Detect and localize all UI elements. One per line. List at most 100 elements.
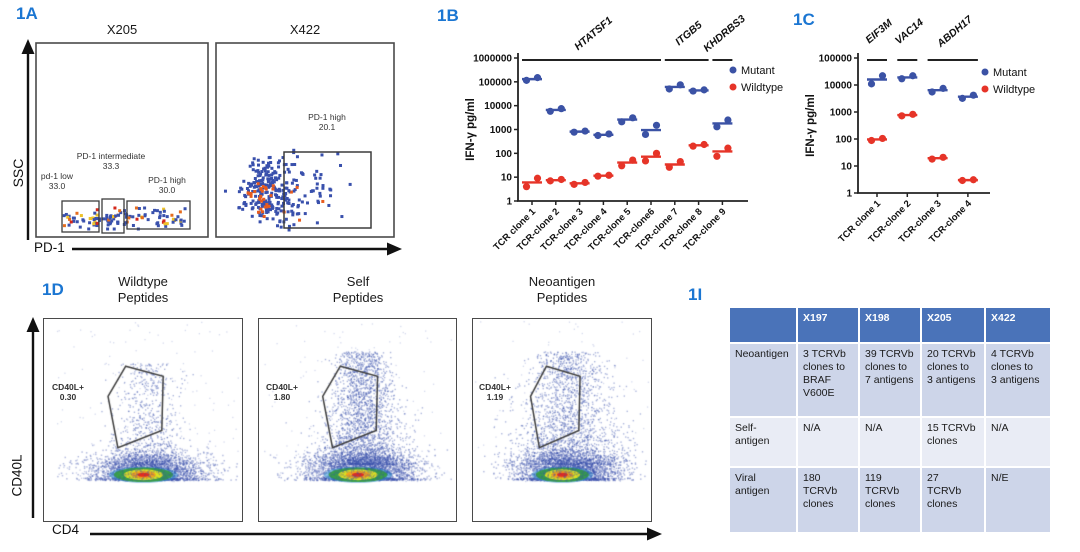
- event-dot: [102, 217, 106, 221]
- event-dot: [265, 205, 269, 209]
- data-point: [676, 81, 684, 89]
- event-dot: [261, 185, 265, 189]
- data-point: [557, 105, 565, 113]
- table-cell: 119 TCRVb clones: [860, 468, 920, 532]
- event-dot: [261, 182, 265, 186]
- event-dot: [252, 181, 256, 185]
- y-tick-label: 1: [846, 189, 852, 200]
- event-dot: [263, 169, 267, 173]
- flow-density-cloud: [44, 319, 241, 520]
- panel-1d: 1D Wildtype Peptides Self Peptides Neoan…: [0, 270, 680, 552]
- y-axis-label-cd40l: CD40L: [9, 454, 25, 497]
- x422-plot-frame: [215, 42, 395, 238]
- event-dot: [124, 221, 128, 225]
- event-dot: [271, 178, 275, 182]
- event-dot: [75, 211, 79, 215]
- table-column-header: X422: [986, 308, 1050, 342]
- gate-name: pd-1 low: [40, 171, 74, 181]
- event-dot: [244, 203, 248, 207]
- event-dot: [295, 185, 299, 189]
- event-dot: [251, 168, 255, 172]
- event-dot: [156, 224, 160, 228]
- event-dot: [260, 170, 264, 174]
- event-dot: [340, 215, 344, 219]
- table-column-header: X198: [860, 308, 920, 342]
- event-dot: [259, 194, 263, 198]
- event-dot: [276, 202, 280, 206]
- event-dot: [182, 219, 186, 223]
- data-point: [652, 149, 661, 157]
- event-dot: [270, 191, 274, 195]
- event-dot: [275, 195, 279, 199]
- data-point: [665, 85, 673, 93]
- event-dot: [293, 162, 297, 166]
- event-dot: [140, 216, 144, 220]
- data-point: [546, 177, 554, 185]
- y-tick-label: 100000: [479, 77, 513, 88]
- event-dot: [261, 160, 265, 164]
- event-dot: [114, 214, 118, 218]
- event-dot: [162, 219, 166, 223]
- gate-name: CD40L+: [266, 382, 298, 392]
- event-dot: [170, 213, 174, 217]
- event-dot: [266, 177, 270, 181]
- event-dot: [262, 201, 266, 205]
- y-tick-label: 100000: [819, 54, 853, 65]
- event-dot: [265, 203, 269, 207]
- event-dot: [171, 220, 175, 224]
- gate-percent: 30.0: [158, 185, 176, 195]
- event-dot: [267, 195, 271, 199]
- event-dot: [270, 166, 274, 170]
- data-point: [594, 131, 602, 140]
- event-dot: [264, 172, 268, 176]
- event-dot: [72, 219, 76, 223]
- event-dot: [278, 173, 282, 177]
- table-column-header: X205: [922, 308, 984, 342]
- event-dot: [247, 189, 251, 193]
- event-dot: [276, 211, 280, 215]
- data-point: [641, 157, 650, 165]
- data-point: [522, 76, 531, 84]
- event-dot: [280, 197, 284, 201]
- event-dot: [313, 173, 317, 177]
- data-point: [522, 183, 531, 191]
- gate-name: PD-1 high: [148, 175, 186, 185]
- event-dot: [251, 163, 255, 167]
- plot-title-wildtype-peptides: Wildtype Peptides: [83, 274, 203, 306]
- data-point: [570, 180, 578, 188]
- event-dot: [297, 198, 301, 202]
- panel-1b: 1B 1 10 100 1000 10000 100000 1000000 TCR clone…: [430, 0, 800, 280]
- event-dot: [310, 189, 314, 193]
- event-dot: [256, 210, 260, 214]
- event-dot: [263, 205, 267, 209]
- flow-plot-self-peptides: [258, 318, 457, 522]
- event-dot: [291, 213, 295, 217]
- gate-percent: 0.30: [59, 392, 77, 402]
- event-dot: [87, 227, 91, 231]
- event-dot: [162, 209, 166, 213]
- event-dot: [248, 184, 252, 188]
- legend-marker: [981, 85, 989, 93]
- event-dot: [111, 215, 115, 219]
- y-tick-label: 100: [495, 149, 512, 160]
- event-dot: [281, 195, 285, 199]
- event-dot: [271, 206, 275, 210]
- event-dot: [146, 218, 150, 222]
- event-dot: [265, 164, 269, 168]
- event-dot: [286, 201, 290, 205]
- event-dot: [293, 188, 297, 192]
- event-dot: [71, 216, 75, 220]
- event-dot: [292, 189, 296, 193]
- event-dot: [300, 200, 304, 204]
- event-dot: [258, 214, 262, 218]
- event-dot: [91, 216, 95, 220]
- event-dot: [287, 189, 291, 193]
- event-dot: [257, 170, 261, 174]
- plot-title-neoantigen-peptides: Neoantigen Peptides: [502, 274, 622, 306]
- data-point: [652, 121, 661, 129]
- flow-plot-pd1: [21, 39, 402, 256]
- event-dot: [179, 218, 183, 222]
- data-point: [724, 116, 732, 124]
- data-point: [533, 174, 542, 182]
